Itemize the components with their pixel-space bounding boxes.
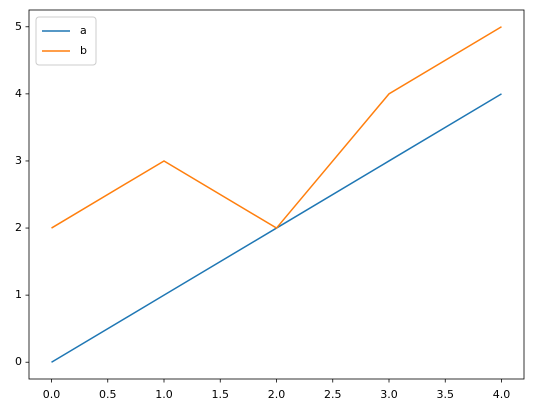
y-tick-label: 4 <box>15 87 22 100</box>
x-tick-label: 0.5 <box>99 388 117 401</box>
x-tick-label: 4.0 <box>493 388 511 401</box>
axes-frame <box>28 9 525 380</box>
y-tick-label: 1 <box>15 288 22 301</box>
y-tick-label: 3 <box>15 154 22 167</box>
legend-box <box>35 16 97 66</box>
x-tick-label: 1.5 <box>212 388 230 401</box>
x-tick-label: 2.0 <box>268 388 286 401</box>
legend-label: a <box>80 24 87 37</box>
legend-label: b <box>80 44 87 57</box>
series-line <box>51 26 502 230</box>
x-tick-label: 3.5 <box>437 388 455 401</box>
y-tick-label: 2 <box>15 221 22 234</box>
x-tick-label: 2.5 <box>324 388 342 401</box>
x-tick-label: 1.0 <box>155 388 173 401</box>
y-tick-label: 5 <box>15 20 22 33</box>
x-tick-label: 3.0 <box>380 388 398 401</box>
x-tick-label: 0.0 <box>43 388 61 401</box>
y-tick-label: 0 <box>15 355 22 368</box>
